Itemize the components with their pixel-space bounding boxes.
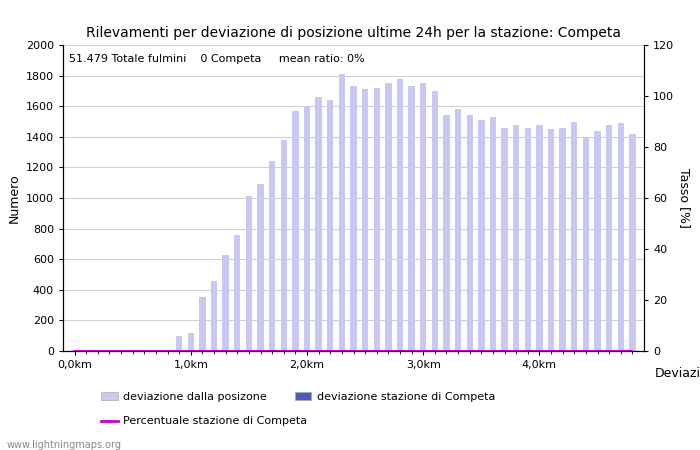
Bar	[455, 109, 461, 351]
Bar	[199, 297, 206, 351]
Text: Deviazioni: Deviazioni	[654, 367, 700, 380]
Bar	[71, 350, 78, 351]
Bar	[594, 130, 601, 351]
Bar	[258, 184, 264, 351]
Bar	[316, 97, 322, 351]
Bar	[559, 128, 566, 351]
Bar	[223, 255, 229, 351]
Text: 51.479 Totale fulmini    0 Competa     mean ratio: 0%: 51.479 Totale fulmini 0 Competa mean rat…	[69, 54, 365, 64]
Bar	[130, 350, 136, 351]
Legend: Percentuale stazione di Competa: Percentuale stazione di Competa	[97, 412, 312, 431]
Bar	[629, 134, 636, 351]
Bar	[269, 161, 275, 351]
Bar	[501, 128, 508, 351]
Bar	[350, 86, 357, 351]
Bar	[478, 120, 484, 351]
Bar	[606, 125, 612, 351]
Bar	[304, 106, 310, 351]
Bar	[234, 235, 241, 351]
Text: www.lightningmaps.org: www.lightningmaps.org	[7, 440, 122, 450]
Bar	[374, 88, 380, 351]
Y-axis label: Numero: Numero	[7, 173, 20, 223]
Bar	[188, 333, 194, 351]
Bar	[339, 74, 345, 351]
Bar	[292, 111, 299, 351]
Bar	[408, 86, 415, 351]
Bar	[617, 123, 624, 351]
Bar	[327, 100, 333, 351]
Bar	[524, 128, 531, 351]
Bar	[385, 83, 391, 351]
Bar	[571, 122, 577, 351]
Title: Rilevamenti per deviazione di posizione ultime 24h per la stazione: Competa: Rilevamenti per deviazione di posizione …	[86, 26, 621, 40]
Y-axis label: Tasso [%]: Tasso [%]	[678, 168, 691, 228]
Bar	[432, 91, 438, 351]
Bar	[443, 115, 449, 351]
Bar	[362, 90, 368, 351]
Bar	[490, 117, 496, 351]
Bar	[466, 115, 473, 351]
Bar	[513, 125, 519, 351]
Bar	[176, 336, 183, 351]
Bar	[94, 350, 101, 351]
Bar	[246, 197, 252, 351]
Bar	[548, 129, 554, 351]
Bar	[153, 350, 159, 351]
Bar	[164, 350, 171, 351]
Bar	[118, 350, 125, 351]
Bar	[211, 281, 217, 351]
Bar	[582, 137, 589, 351]
Bar	[397, 79, 403, 351]
Bar	[536, 125, 542, 351]
Bar	[281, 140, 287, 351]
Bar	[420, 83, 426, 351]
Legend: deviazione dalla posizone, deviazione stazione di Competa: deviazione dalla posizone, deviazione st…	[97, 387, 500, 406]
Bar	[83, 350, 90, 351]
